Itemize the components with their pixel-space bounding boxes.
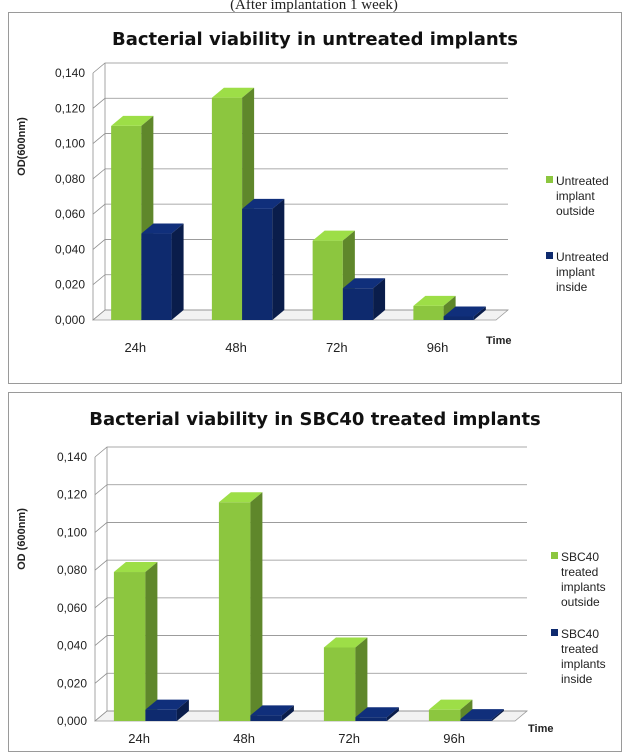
legend-entry: SBC40 treated implants outside: [561, 550, 606, 609]
bar-top: [443, 306, 486, 317]
bar-top: [111, 115, 154, 126]
y-tick-label: 0,100: [57, 525, 87, 539]
legend-swatch: [546, 252, 553, 259]
y-tick-label: 0,020: [57, 676, 87, 690]
y-tick-label: 0,000: [55, 313, 85, 327]
bar-top: [342, 278, 386, 289]
legend-swatch: [551, 552, 558, 559]
bar-24h-series-1: [111, 125, 142, 320]
bar-24h-series-2: [145, 709, 177, 721]
bar-48h-series-2: [242, 208, 273, 320]
legend-entry: Untreated implant inside: [556, 250, 609, 294]
legend-swatch: [551, 629, 558, 636]
bar-48h-series-1: [218, 502, 251, 721]
x-tick-label: 24h: [124, 340, 146, 355]
y-axis-title: OD (600nm): [16, 508, 28, 570]
bar-top: [218, 492, 263, 503]
bar-side: [250, 492, 263, 721]
bar-96h-series-1: [428, 709, 461, 721]
top-caption: (After implantation 1 week): [230, 0, 398, 12]
legend-entry: Untreated implant outside: [556, 174, 609, 218]
x-tick-label: 48h: [233, 731, 255, 746]
bar-top: [413, 295, 456, 306]
chart-sbc40: Bacterial viability in SBC40 treated imp…: [16, 409, 606, 746]
bar-72h-series-2: [355, 717, 387, 721]
bar-side: [373, 278, 386, 320]
bar-side: [386, 707, 399, 721]
bar-side: [281, 705, 294, 721]
bar-top: [312, 230, 355, 241]
bar-48h-series-2: [250, 715, 282, 721]
x-tick-label: 72h: [326, 340, 348, 355]
bar-top: [242, 198, 285, 209]
chart-panel-untreated: Bacterial viability in untreated implant…: [8, 12, 622, 384]
y-axis-title: OD(600nm): [16, 117, 28, 176]
bar-72h-series-1: [312, 240, 343, 320]
bar-top: [428, 699, 473, 710]
bar-72h-series-1: [323, 647, 356, 721]
y-tick-label: 0,020: [55, 278, 85, 292]
bar-side: [355, 637, 368, 721]
bar-top: [113, 562, 158, 573]
chart-title: Bacterial viability in SBC40 treated imp…: [89, 409, 541, 430]
bar-top: [250, 705, 294, 716]
chart-1-group: Bacterial viability in untreated implant…: [16, 29, 609, 355]
y-tick-label: 0,100: [55, 137, 85, 151]
bar-side: [491, 709, 504, 721]
chart-title: Bacterial viability in untreated implant…: [112, 29, 518, 50]
y-tick-label: 0,120: [55, 101, 85, 115]
back-wall: [107, 447, 527, 711]
bar-side: [176, 699, 189, 721]
bar-side: [460, 699, 473, 721]
legend-entry: SBC40 treated implants inside: [561, 627, 606, 686]
y-tick-label: 0,060: [57, 601, 87, 615]
chart-panel-sbc40: Bacterial viability in SBC40 treated imp…: [8, 392, 622, 752]
x-tick-label: 72h: [338, 731, 360, 746]
y-tick-label: 0,120: [57, 488, 87, 502]
x-tick-label: 96h: [443, 731, 465, 746]
bar-96h-series-2: [460, 719, 492, 721]
chart-untreated: Bacterial viability in untreated implant…: [16, 29, 609, 355]
bar-side: [272, 198, 285, 320]
bar-72h-series-2: [342, 288, 374, 320]
legend-swatch: [546, 176, 553, 183]
bar-top: [460, 709, 504, 720]
back-wall: [105, 63, 508, 310]
bar-top: [355, 707, 399, 718]
bar-24h-series-2: [141, 233, 172, 320]
bar-side: [473, 306, 486, 320]
x-tick-label: 48h: [225, 340, 247, 355]
x-axis-title: Time: [486, 335, 511, 347]
y-tick-label: 0,080: [55, 172, 85, 186]
x-tick-label: 96h: [427, 340, 449, 355]
bar-side: [145, 562, 158, 721]
bar-top: [323, 637, 368, 648]
bar-24h-series-1: [113, 572, 146, 721]
x-axis-title: Time: [528, 723, 553, 735]
bar-top: [141, 223, 184, 234]
y-tick-label: 0,000: [57, 714, 87, 728]
chart-2-group: Bacterial viability in SBC40 treated imp…: [16, 409, 606, 746]
y-tick-label: 0,040: [57, 639, 87, 653]
y-tick-label: 0,040: [55, 242, 85, 256]
y-tick-label: 0,080: [57, 563, 87, 577]
y-tick-label: 0,140: [57, 450, 87, 464]
bar-48h-series-1: [211, 97, 243, 320]
y-tick-label: 0,060: [55, 207, 85, 221]
bar-top: [211, 87, 255, 98]
bar-top: [145, 699, 189, 710]
x-tick-label: 24h: [128, 731, 150, 746]
bar-96h-series-2: [443, 316, 474, 320]
bar-side: [171, 223, 184, 320]
bar-96h-series-1: [413, 305, 444, 320]
y-tick-label: 0,140: [55, 66, 85, 80]
